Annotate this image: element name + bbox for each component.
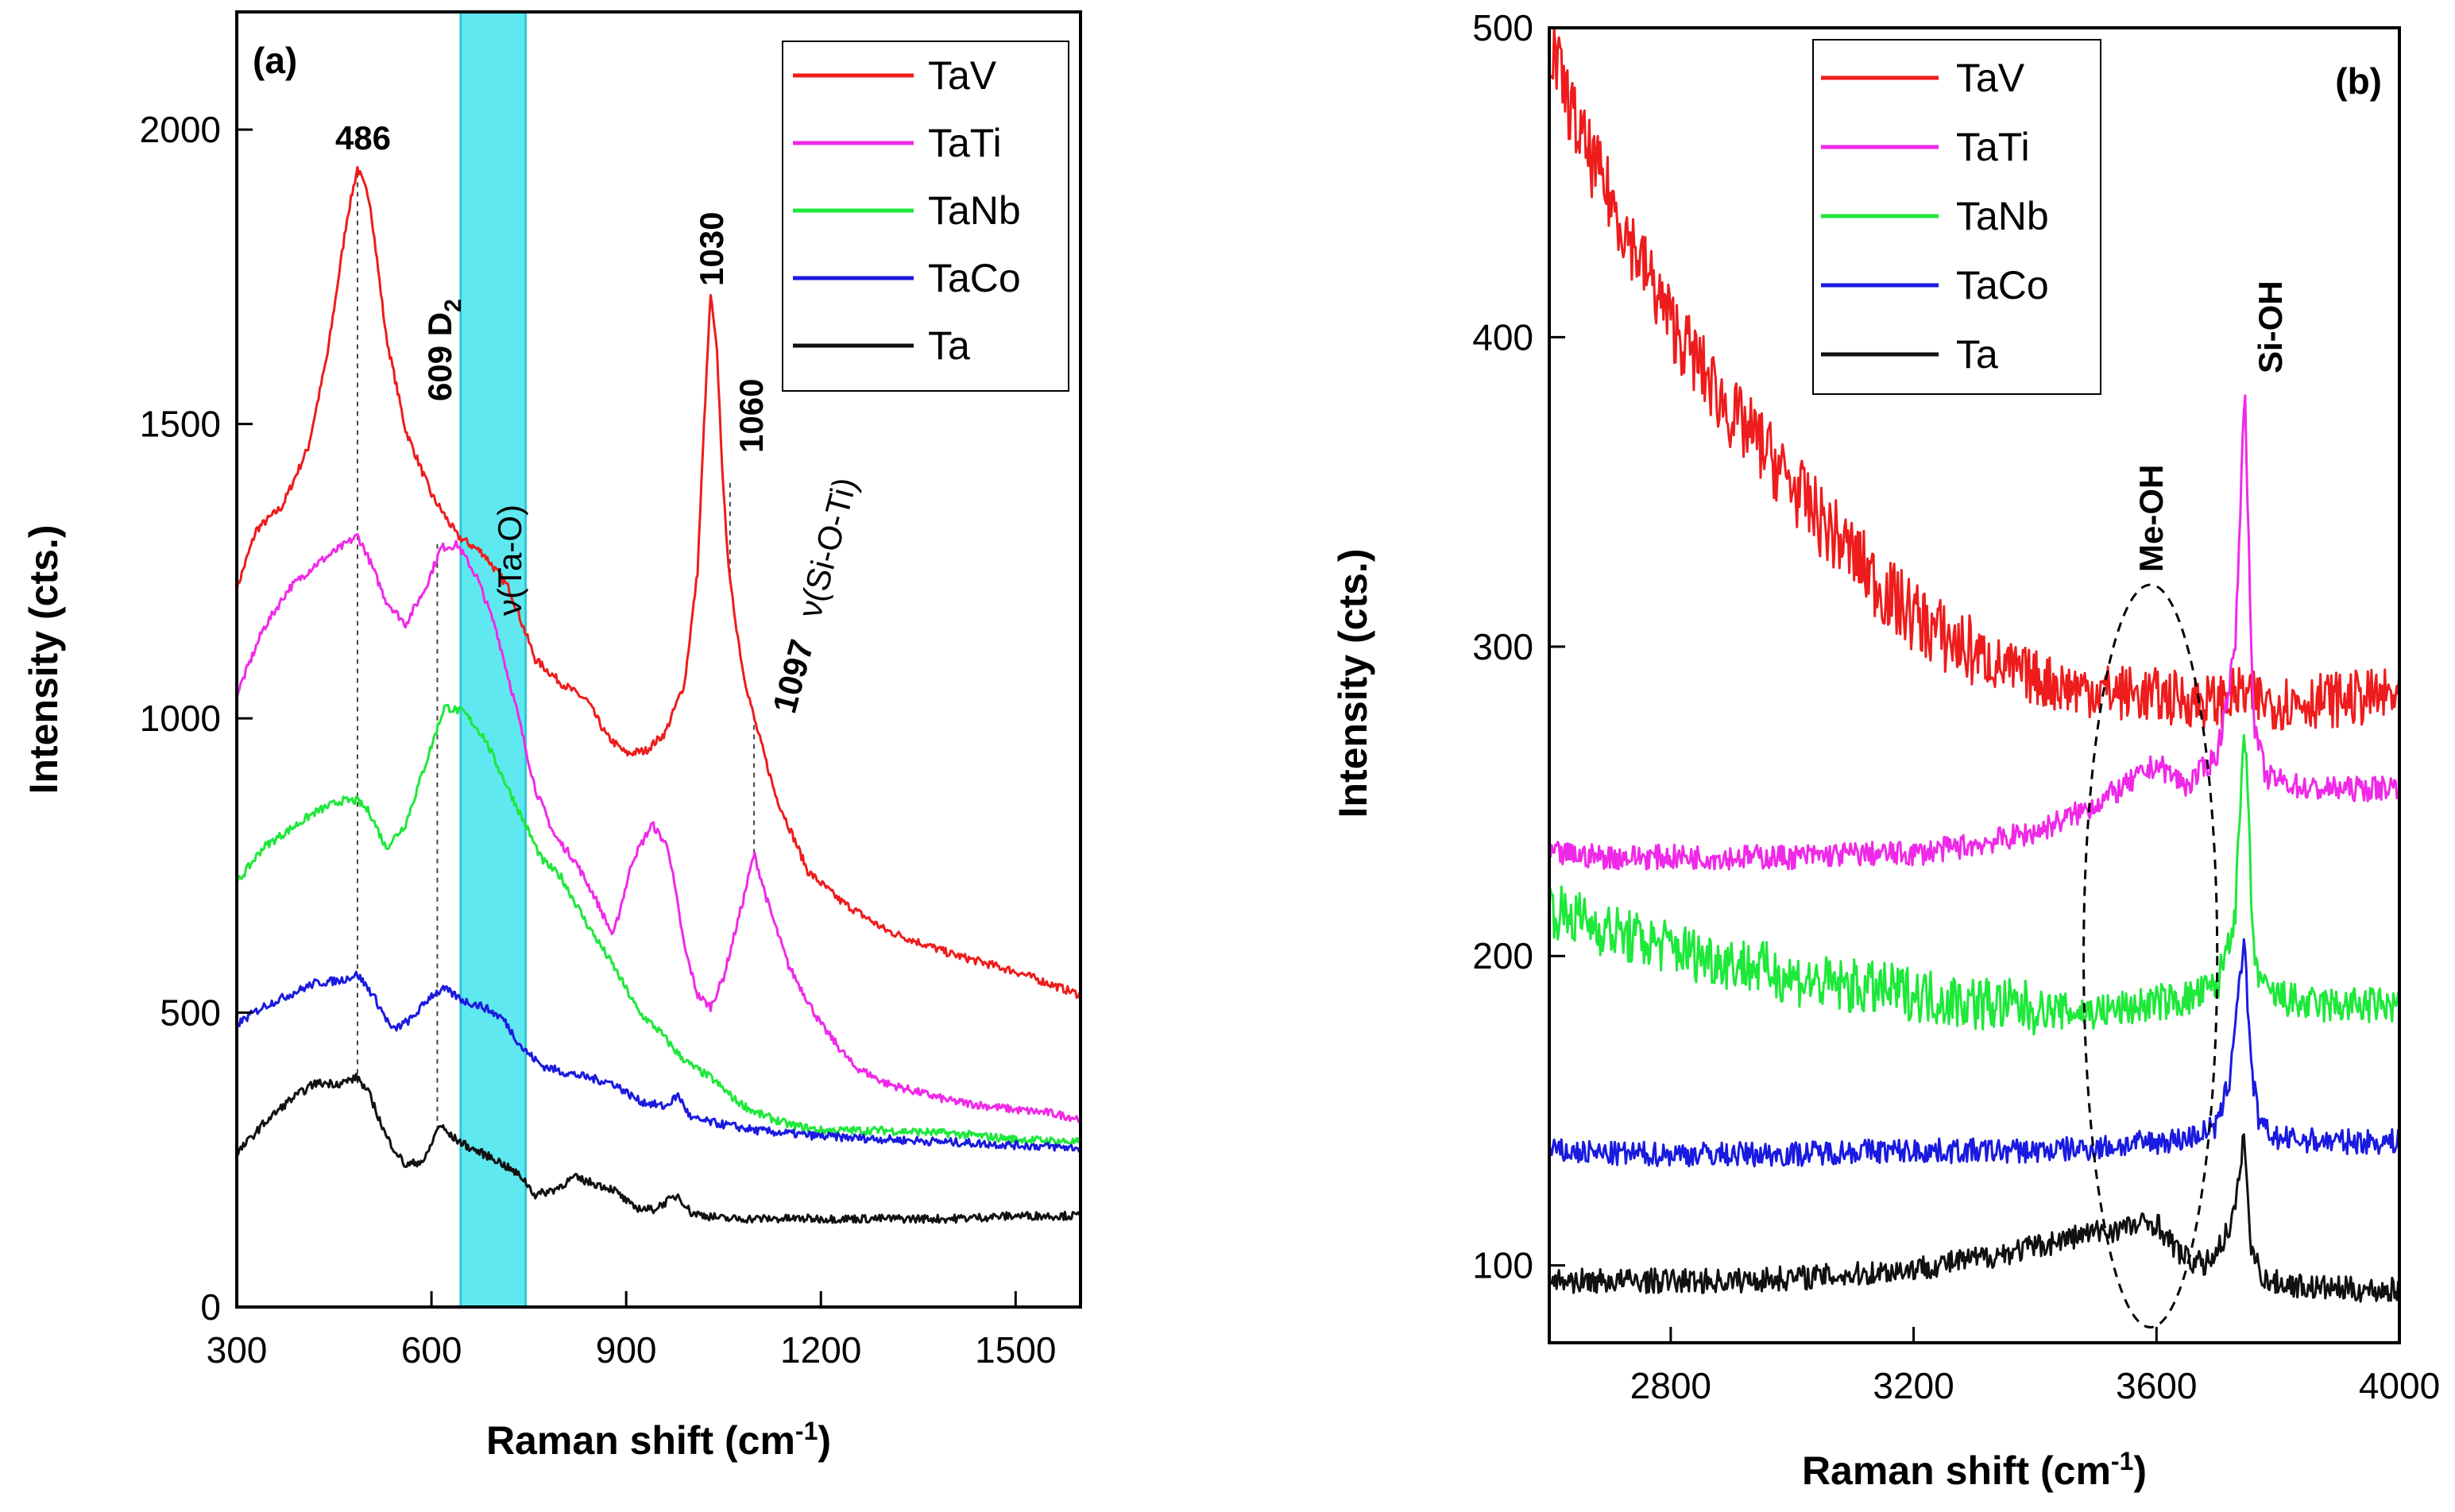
series-line-taco (237, 970, 1081, 1153)
x-tick-label: 600 (401, 1329, 462, 1371)
peak-label-1097: 1097 (765, 636, 821, 717)
panel-a-ticks: 300 600 900 1200 1500 0 500 1000 1500 2000 (140, 109, 1057, 1371)
legend-label-ta: Ta (928, 323, 970, 368)
y-tick-label: 500 (160, 992, 221, 1034)
y-axis-title: Intensity (cts.) (21, 525, 66, 795)
panel-a-series (237, 165, 1081, 1224)
legend-label-tati: TaTi (1956, 125, 2030, 169)
x-tick-label: 3200 (1873, 1365, 1954, 1406)
legend-box (782, 41, 1069, 392)
plot-frame (235, 10, 1082, 1309)
y-tick-label: 300 (1472, 626, 1533, 667)
panel-b-ticks: 2800 3200 3600 4000 100 200 300 400 500 (1472, 7, 2440, 1406)
legend-label-tav: TaV (1956, 56, 2025, 100)
legend-label-taco: TaCo (928, 256, 1021, 300)
y-tick-label: 200 (1472, 935, 1533, 976)
si-o-ti-annotation: ν(Si-O-Ti) (791, 474, 864, 621)
me-oh-region (2082, 583, 2219, 1329)
y-tick-label: 500 (1472, 7, 1533, 48)
x-axis-title: Raman shift (cm-1) (1802, 1447, 2147, 1493)
x-tick-label: 4000 (2359, 1365, 2440, 1406)
legend-label-tanb: TaNb (928, 188, 1021, 233)
series-line-tav (237, 165, 1081, 1000)
legend-label-tav: TaV (928, 53, 997, 98)
peak-reference-lines (356, 171, 756, 1131)
panel-b: 2800 3200 3600 4000 100 200 300 400 500 Raman sh… (1331, 7, 2440, 1493)
x-tick-label: 300 (207, 1329, 268, 1371)
panel-a-label: (a) (253, 40, 297, 81)
plot-frame (1548, 26, 2401, 1344)
series-line-tati (237, 532, 1081, 1124)
peak-label-1030: 1030 (693, 212, 730, 286)
x-tick-label: 1500 (975, 1329, 1056, 1371)
y-tick-label: 400 (1472, 316, 1533, 358)
legend-label-taco: TaCo (1956, 263, 2049, 307)
legend-label-tanb: TaNb (1956, 194, 2049, 238)
panel-b-legend: TaV TaTi TaNb TaCo Ta (1812, 39, 2101, 395)
series-line-tanb (237, 703, 1081, 1147)
y-tick-label: 100 (1472, 1245, 1533, 1286)
y-axis-title: Intensity (cts.) (1331, 549, 1375, 818)
peak-label-1060: 1060 (733, 379, 770, 453)
legend-label-tati: TaTi (928, 121, 1002, 165)
series-line-ta (1549, 1133, 2399, 1303)
series-line-tati (1549, 394, 2399, 871)
panel-a-legend: TaV TaTi TaNb TaCo Ta (782, 41, 1069, 392)
panel-b-series (1549, 28, 2399, 1303)
ta-o-band (460, 12, 526, 1307)
legend-label-ta: Ta (1956, 332, 1998, 377)
ta-o-band-label: ν(Ta-O) (491, 505, 528, 616)
me-oh-annotation: Me-OH (2132, 465, 2170, 572)
y-tick-label: 2000 (140, 109, 221, 150)
series-line-tanb (1549, 733, 2399, 1036)
x-tick-label: 1200 (780, 1329, 861, 1371)
x-axis-title: Raman shift (cm-1) (486, 1417, 831, 1463)
x-tick-label: 2800 (1630, 1365, 1711, 1406)
panel-b-label: (b) (2335, 60, 2382, 102)
x-tick-label: 3600 (2116, 1365, 2197, 1406)
si-oh-annotation: Si-OH (2252, 280, 2289, 373)
peak-label-486: 486 (335, 119, 391, 157)
y-tick-label: 0 (200, 1286, 221, 1328)
series-line-ta (237, 1073, 1081, 1224)
series-line-tav (1549, 28, 2399, 731)
series-line-taco (1549, 938, 2399, 1168)
y-tick-label: 1000 (140, 698, 221, 739)
peak-label-609: 609 D2 (421, 299, 466, 401)
y-tick-label: 1500 (140, 404, 221, 445)
panel-a: 300 600 900 1200 1500 0 500 1000 1500 2000 Raman … (21, 10, 1082, 1463)
x-tick-label: 900 (596, 1329, 657, 1371)
